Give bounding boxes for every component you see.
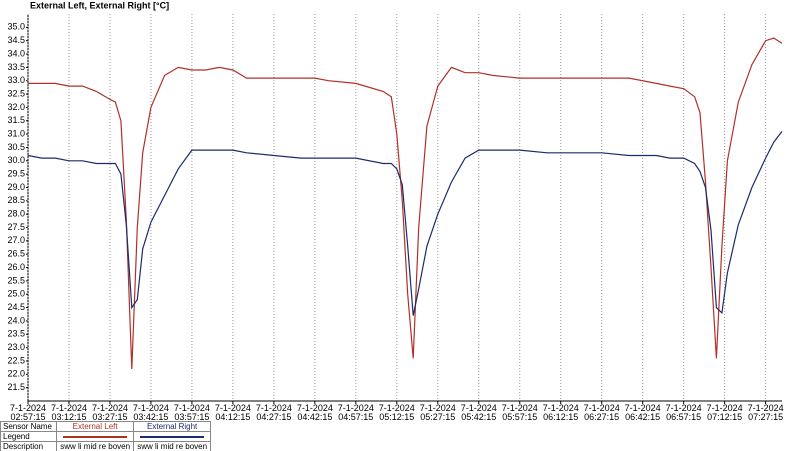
table-cell: Legend xyxy=(0,431,58,442)
y-tick-label: 25.0 xyxy=(7,289,25,299)
y-tick-label: 25.5 xyxy=(7,275,25,285)
x-tick-label: 7-1-2024 05:42:15 xyxy=(460,403,497,422)
x-tick-label: 7-1-2024 03:42:15 xyxy=(132,403,169,422)
y-tick-label: 33.5 xyxy=(7,62,25,72)
y-tick-label: 34.5 xyxy=(7,35,25,45)
table-cell: External Right xyxy=(133,421,212,432)
y-tick-label: 24.5 xyxy=(7,302,25,312)
legend-swatch xyxy=(140,435,205,438)
y-tick-label: 28.5 xyxy=(7,195,25,205)
y-tick-label: 23.0 xyxy=(7,342,25,352)
table-cell: sww li mid re boven xyxy=(133,441,212,451)
y-tick-label: 26.5 xyxy=(7,249,25,259)
y-tick-label: 22.0 xyxy=(7,369,25,379)
x-tick-label: 7-1-2024 03:12:15 xyxy=(50,403,87,422)
table-cell xyxy=(56,431,135,442)
y-tick-label: 28.0 xyxy=(7,209,25,219)
y-tick-label: 31.0 xyxy=(7,128,25,138)
x-tick-label: 7-1-2024 05:57:15 xyxy=(501,403,538,422)
table-row: Sensor Name External Left External Right xyxy=(0,421,212,432)
x-tick-label: 7-1-2024 07:12:15 xyxy=(706,403,743,422)
x-tick-label: 7-1-2024 03:27:15 xyxy=(91,403,128,422)
y-tick-label: 31.5 xyxy=(7,115,25,125)
y-tick-label: 23.5 xyxy=(7,329,25,339)
chart-title: External Left, External Right [°C] xyxy=(30,0,169,10)
y-tick-label: 35.0 xyxy=(7,22,25,32)
x-tick-label: 7-1-2024 05:27:15 xyxy=(419,403,456,422)
y-tick-label: 29.5 xyxy=(7,169,25,179)
y-tick-label: 29.0 xyxy=(7,182,25,192)
y-tick-label: 27.5 xyxy=(7,222,25,232)
y-tick-label: 24.0 xyxy=(7,315,25,325)
table-cell xyxy=(133,431,212,442)
y-tick-label: 34.0 xyxy=(7,48,25,58)
y-tick-label: 21.5 xyxy=(7,382,25,392)
x-tick-label: 7-1-2024 04:27:15 xyxy=(255,403,292,422)
x-tick-label: 7-1-2024 07:27:15 xyxy=(747,403,784,422)
legend-table: Sensor Name External Left External Right Le… xyxy=(0,421,212,451)
x-tick-label: 7-1-2024 04:42:15 xyxy=(296,403,333,422)
series-line xyxy=(28,37,783,370)
y-tick-label: 30.0 xyxy=(7,155,25,165)
x-tick-label: 7-1-2024 04:57:15 xyxy=(337,403,374,422)
x-tick-label: 7-1-2024 05:12:15 xyxy=(378,403,415,422)
y-tick-label: 32.0 xyxy=(7,102,25,112)
x-tick-label: 7-1-2024 06:27:15 xyxy=(583,403,620,422)
x-tick-label: 7-1-2024 06:12:15 xyxy=(542,403,579,422)
table-cell: External Left xyxy=(56,421,135,432)
series-line xyxy=(27,131,783,316)
table-row: Legend xyxy=(0,431,212,442)
table-row: Description sww li mid re boven sww li mid… xyxy=(0,441,212,451)
x-tick-label: 7-1-2024 06:57:15 xyxy=(665,403,702,422)
chart: External Left, External Right [°C] 21.5 2… xyxy=(7,0,783,404)
table-cell: sww li mid re boven xyxy=(56,441,135,451)
y-tick-label: 32.5 xyxy=(7,88,25,98)
x-tick-label: 7-1-2024 03:57:15 xyxy=(173,403,210,422)
table-cell: Sensor Name xyxy=(0,421,58,432)
y-tick-label: 26.0 xyxy=(7,262,25,272)
y-tick-label: 33.0 xyxy=(7,75,25,85)
y-tick-label: 22.5 xyxy=(7,355,25,365)
x-tick-label: 7-1-2024 02:57:15 xyxy=(9,403,47,422)
table-cell: Description xyxy=(0,441,58,451)
legend-swatch xyxy=(63,435,128,438)
y-tick-label: 27.0 xyxy=(7,235,25,245)
x-tick-label: 7-1-2024 06:42:15 xyxy=(624,403,661,422)
x-tick-label: 7-1-2024 04:12:15 xyxy=(214,403,251,422)
y-tick-label: 30.5 xyxy=(7,142,25,152)
